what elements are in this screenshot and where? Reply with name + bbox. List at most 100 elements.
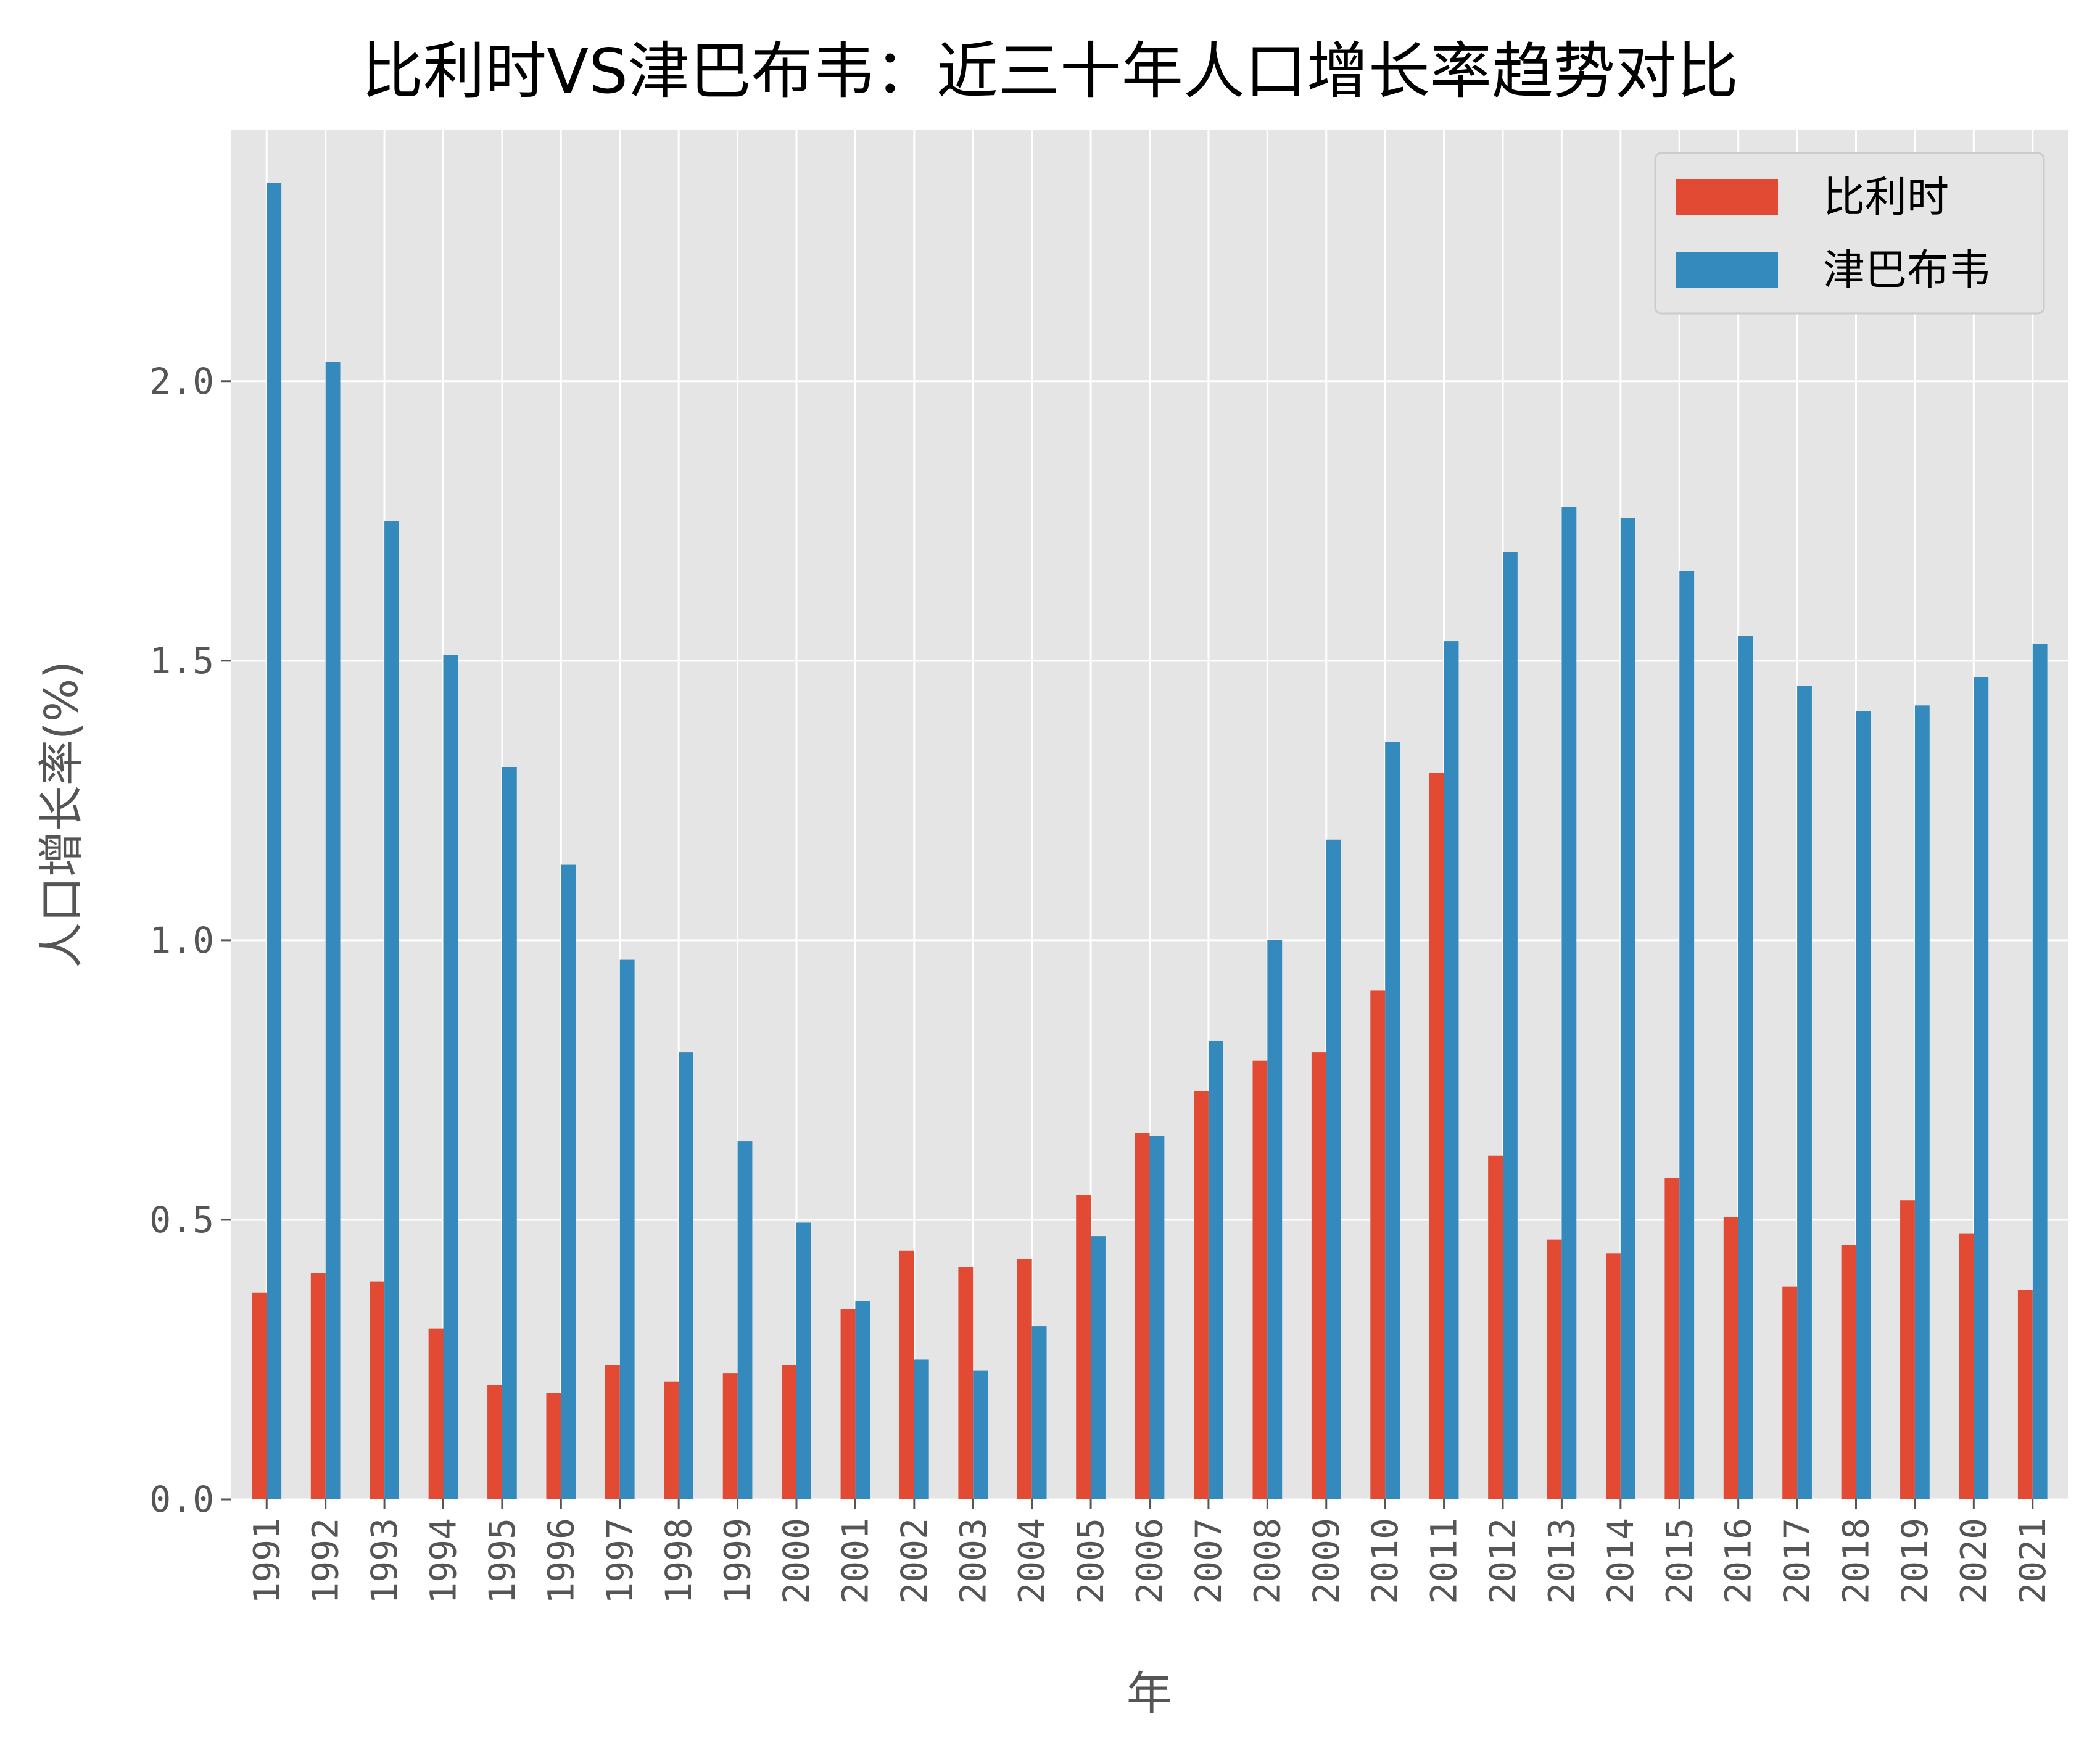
x-tick-label: 2007 — [1188, 1518, 1230, 1604]
x-tick-label: 2004 — [1011, 1518, 1053, 1604]
y-tick-label: 2.0 — [149, 360, 214, 402]
x-tick-label: 2006 — [1129, 1518, 1171, 1604]
bar-zimbabwe-2000 — [796, 1222, 811, 1499]
bar-belgium-2005 — [1076, 1195, 1091, 1499]
bar-belgium-2012 — [1488, 1155, 1503, 1499]
bar-belgium-2002 — [899, 1250, 914, 1499]
y-axis-label: 人口增长率(%) — [35, 661, 88, 968]
x-tick-label: 2011 — [1423, 1518, 1465, 1604]
bar-zimbabwe-2015 — [1679, 571, 1695, 1500]
bar-zimbabwe-1998 — [679, 1052, 694, 1499]
x-tick-label: 2000 — [775, 1518, 817, 1604]
bar-zimbabwe-2020 — [1974, 677, 1989, 1499]
x-tick-label: 1998 — [658, 1518, 700, 1604]
y-tick-label: 1.0 — [149, 919, 214, 961]
x-tick-label: 1995 — [481, 1518, 523, 1604]
x-tick-label: 2003 — [952, 1518, 994, 1604]
x-tick-label: 2005 — [1070, 1518, 1112, 1604]
x-tick-label: 2012 — [1482, 1518, 1524, 1604]
bar-belgium-1995 — [487, 1385, 502, 1499]
bar-belgium-1992 — [310, 1273, 326, 1499]
bar-belgium-1993 — [370, 1281, 385, 1499]
bar-zimbabwe-1993 — [384, 521, 399, 1500]
bar-zimbabwe-1996 — [561, 864, 576, 1499]
bar-belgium-2016 — [1723, 1217, 1738, 1499]
x-tick-label: 1997 — [599, 1518, 641, 1604]
bar-zimbabwe-2014 — [1620, 518, 1635, 1499]
bar-belgium-2019 — [1900, 1200, 1915, 1499]
bar-zimbabwe-2008 — [1267, 940, 1283, 1499]
x-tick-label: 2008 — [1246, 1518, 1288, 1604]
x-tick-label: 2017 — [1776, 1518, 1818, 1604]
x-tick-label: 1999 — [717, 1518, 759, 1604]
legend-label-belgium: 比利时 — [1823, 173, 1949, 222]
bar-zimbabwe-2006 — [1149, 1136, 1165, 1499]
x-tick-label: 2015 — [1658, 1518, 1700, 1604]
x-tick-label: 2018 — [1835, 1518, 1877, 1604]
x-tick-label: 2020 — [1953, 1518, 1995, 1604]
bar-belgium-1991 — [252, 1292, 267, 1499]
bar-zimbabwe-2017 — [1797, 686, 1812, 1499]
bar-zimbabwe-1999 — [737, 1141, 753, 1499]
chart-title: 比利时VS津巴布韦：近三十年人口增长率趋势对比 — [362, 35, 1738, 107]
bar-zimbabwe-2007 — [1208, 1040, 1223, 1499]
x-tick-label: 1993 — [363, 1518, 405, 1604]
bar-zimbabwe-2010 — [1385, 742, 1400, 1499]
bar-zimbabwe-1997 — [619, 959, 635, 1499]
bar-zimbabwe-2002 — [914, 1359, 929, 1499]
y-axis: 0.0 0.5 1.0 1.5 2.0 — [149, 360, 231, 1520]
bar-zimbabwe-2018 — [1856, 711, 1871, 1499]
bar-belgium-2009 — [1311, 1052, 1326, 1499]
bar-zimbabwe-2016 — [1738, 636, 1753, 1499]
bar-belgium-1998 — [664, 1381, 679, 1499]
bar-zimbabwe-2012 — [1503, 552, 1518, 1499]
bar-belgium-2021 — [2017, 1290, 2033, 1499]
x-axis: 1991 1992 1993 1994 1995 1996 1997 1998 1999 2000… — [246, 1499, 2054, 1604]
bar-belgium-2011 — [1429, 773, 1444, 1499]
bar-belgium-2007 — [1194, 1091, 1209, 1499]
bar-zimbabwe-2019 — [1914, 705, 1930, 1499]
bar-belgium-2001 — [840, 1309, 856, 1499]
bar-belgium-2018 — [1841, 1245, 1856, 1499]
bar-zimbabwe-2021 — [2032, 644, 2048, 1499]
bar-zimbabwe-1992 — [325, 362, 341, 1500]
x-tick-label: 1991 — [246, 1518, 287, 1604]
bar-belgium-2017 — [1782, 1286, 1798, 1499]
bar-belgium-2015 — [1664, 1177, 1680, 1499]
x-tick-label: 2021 — [2012, 1518, 2054, 1604]
x-tick-label: 2019 — [1894, 1518, 1936, 1604]
x-tick-label: 1996 — [540, 1518, 582, 1604]
legend: 比利时 津巴布韦 — [1654, 152, 2045, 315]
x-tick-label: 1994 — [423, 1518, 465, 1604]
bar-belgium-1999 — [722, 1373, 738, 1499]
y-tick-label: 1.5 — [149, 640, 214, 682]
bar-belgium-1996 — [546, 1393, 561, 1499]
x-tick-label: 2009 — [1305, 1518, 1347, 1604]
x-tick-label: 2002 — [893, 1518, 935, 1604]
bar-belgium-2008 — [1252, 1060, 1268, 1499]
bar-zimbabwe-2013 — [1561, 507, 1577, 1500]
bar-belgium-2020 — [1959, 1233, 1974, 1499]
bar-zimbabwe-2005 — [1091, 1236, 1106, 1499]
x-tick-label: 2013 — [1540, 1518, 1582, 1604]
bar-belgium-1994 — [428, 1328, 444, 1499]
x-tick-label: 2014 — [1600, 1518, 1642, 1604]
x-tick-label: 2016 — [1718, 1518, 1759, 1604]
legend-label-zimbabwe: 津巴布韦 — [1823, 246, 1991, 295]
bars — [252, 183, 2048, 1500]
bar-zimbabwe-2004 — [1031, 1326, 1047, 1499]
bar-zimbabwe-2001 — [855, 1301, 870, 1499]
bar-belgium-2010 — [1370, 990, 1386, 1499]
bar-belgium-2004 — [1017, 1259, 1032, 1499]
legend-swatch-belgium — [1676, 179, 1778, 215]
bar-belgium-2003 — [958, 1267, 974, 1499]
x-axis-label: 年 — [1126, 1667, 1172, 1720]
x-tick-label: 2001 — [834, 1518, 876, 1604]
bar-zimbabwe-2003 — [973, 1370, 988, 1499]
bar-belgium-1997 — [605, 1365, 620, 1499]
bar-belgium-2013 — [1547, 1239, 1562, 1499]
bar-zimbabwe-2009 — [1326, 839, 1341, 1499]
x-tick-label: 2010 — [1364, 1518, 1406, 1604]
bar-zimbabwe-1991 — [267, 183, 282, 1500]
